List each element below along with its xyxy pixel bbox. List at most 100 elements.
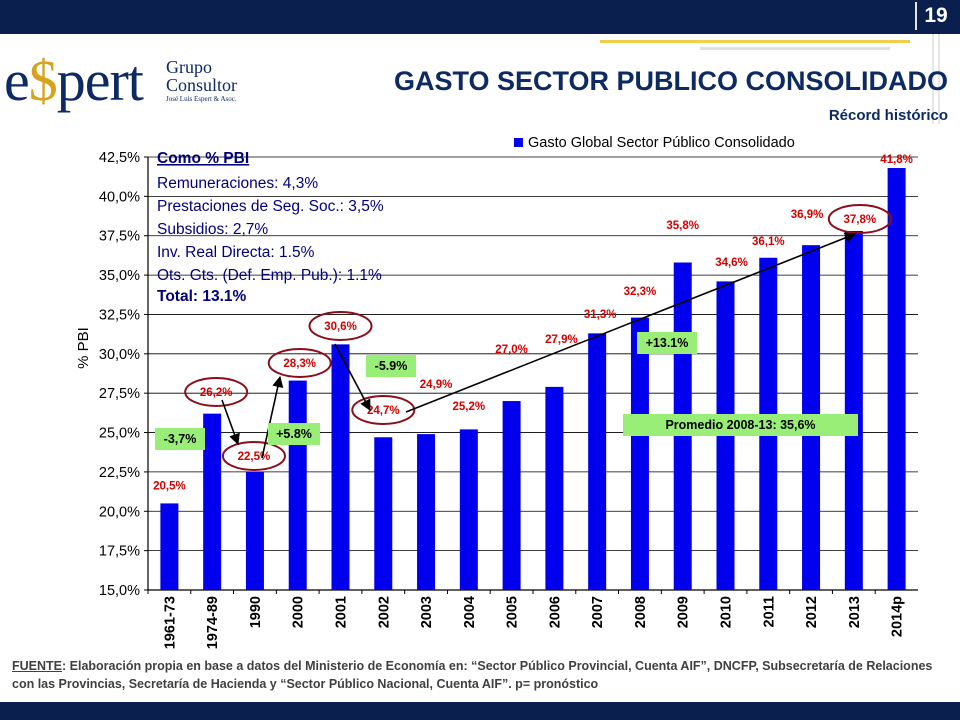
- logo-wordmark: e$pert: [4, 48, 144, 113]
- y-tick-label: 17,5%: [99, 544, 140, 560]
- value-label: 25,2%: [453, 401, 486, 413]
- value-label: 35,8%: [666, 220, 699, 232]
- page-number: 19: [915, 2, 955, 30]
- x-tick-label: 2014p: [890, 596, 906, 637]
- composition-line: Subsidios: 2,7%: [157, 221, 268, 238]
- value-label: 22,5%: [238, 451, 271, 463]
- x-tick-label: 2000: [291, 596, 307, 628]
- bar: [331, 344, 350, 590]
- page-title: GASTO SECTOR PUBLICO CONSOLIDADO: [393, 66, 948, 96]
- value-label: 41,8%: [880, 154, 913, 166]
- x-tick-label: 2006: [547, 596, 563, 628]
- decorative-line: [932, 34, 934, 124]
- x-tick-label: 1974-89: [205, 596, 221, 649]
- espert-logo: e$pert Grupo Consultor José Luis Espert …: [4, 52, 244, 114]
- value-label: 27,9%: [545, 334, 578, 346]
- y-tick-label: 32,5%: [99, 307, 140, 323]
- value-label-circle: [351, 395, 416, 425]
- legend-label: Gasto Global Sector Público Consolidado: [528, 135, 795, 151]
- annotation-label: -3,7%: [164, 432, 197, 446]
- x-tick-label: 2012: [804, 596, 820, 628]
- x-tick-label: 2001: [334, 596, 350, 628]
- x-tick-label: 2003: [419, 596, 435, 628]
- source-note: FUENTE: Elaboración propia en base a dat…: [12, 657, 942, 693]
- source-text: : Elaboración propia en base a datos del…: [12, 659, 933, 691]
- trend-arrow: [261, 375, 284, 459]
- bar: [203, 413, 222, 590]
- bar: [545, 386, 564, 590]
- bar: [245, 471, 264, 590]
- value-label: 20,5%: [153, 480, 186, 492]
- bar: [374, 437, 393, 590]
- y-tick-label: 27,5%: [99, 386, 140, 402]
- annotation-label: Promedio 2008-13: 35,6%: [665, 418, 815, 432]
- bar: [459, 429, 478, 590]
- logo-grupo: Grupo: [166, 57, 212, 77]
- y-tick-label: 25,0%: [99, 426, 140, 442]
- logo-consultor: Consultor: [166, 75, 238, 95]
- x-tick-label: 2007: [590, 596, 606, 628]
- annotation-label: -5.9%: [375, 359, 408, 373]
- composition-line: Ots. Gts. (Def. Emp. Pub.): 1.1%: [157, 267, 382, 284]
- value-label: 26,2%: [200, 387, 233, 399]
- bottom-bar: [0, 702, 960, 720]
- value-label-circle: [184, 377, 249, 407]
- x-tick-label: 1990: [248, 596, 264, 628]
- value-label: 31,3%: [584, 309, 617, 321]
- value-label: 28,3%: [283, 358, 316, 370]
- value-label-circle: [308, 311, 373, 341]
- composition-total: Total: 13.1%: [157, 288, 247, 305]
- page-subtitle: Récord histórico: [828, 107, 948, 124]
- bar: [887, 168, 906, 590]
- y-tick-label: 35,0%: [99, 268, 140, 284]
- bar: [417, 434, 436, 590]
- y-tick-label: 30,0%: [99, 347, 140, 363]
- value-label: 36,9%: [791, 209, 824, 221]
- x-tick-label: 2009: [676, 596, 692, 628]
- bar: [630, 317, 649, 590]
- annotation-box: [637, 332, 697, 354]
- bar: [288, 380, 307, 590]
- x-tick-label: 2002: [376, 596, 392, 628]
- composition-line: Prestaciones de Seg. Soc.: 3,5%: [157, 198, 384, 215]
- trend-arrow: [221, 399, 240, 446]
- logo-tagline: José Luis Espert & Asoc.: [166, 95, 237, 103]
- annotation-box: [268, 423, 320, 445]
- trend-arrow: [334, 343, 371, 411]
- composition-heading: Como % PBI: [157, 150, 249, 167]
- x-tick-label: 2011: [761, 596, 777, 627]
- value-label: 30,6%: [324, 321, 357, 333]
- composition-line: Inv. Real Directa: 1.5%: [157, 244, 315, 261]
- bar: [502, 401, 521, 590]
- x-tick-label: 2010: [719, 596, 735, 628]
- x-tick-label: 2005: [505, 596, 521, 628]
- value-label-circle: [267, 348, 332, 378]
- x-tick-label: 2008: [633, 596, 649, 628]
- value-label-circle: [221, 441, 286, 471]
- bar: [844, 231, 863, 590]
- y-tick-label: 22,5%: [99, 465, 140, 481]
- x-tick-label: 2013: [847, 596, 863, 628]
- x-tick-label: 2004: [462, 596, 478, 628]
- value-label: 34,6%: [715, 257, 748, 269]
- y-axis-label: % PBI: [75, 327, 92, 369]
- bar: [160, 503, 179, 590]
- legend-swatch: [514, 138, 523, 147]
- source-label: FUENTE: [12, 659, 62, 673]
- y-tick-label: 20,0%: [99, 504, 140, 520]
- annotation-box: [623, 414, 858, 436]
- decorative-line: [938, 34, 940, 124]
- y-tick-label: 40,0%: [99, 189, 140, 205]
- top-bar: [0, 0, 960, 34]
- annotation-box: [366, 355, 416, 377]
- annotation-label: +13.1%: [646, 336, 689, 350]
- y-tick-label: 42,5%: [99, 150, 140, 166]
- trend-arrow: [405, 232, 857, 413]
- annotation-label: +5.8%: [276, 427, 312, 441]
- x-tick-label: 1961-73: [162, 596, 178, 649]
- decorative-line: [600, 40, 910, 43]
- decorative-line: [700, 47, 890, 50]
- value-label-circle: [827, 204, 892, 234]
- bar: [588, 333, 607, 590]
